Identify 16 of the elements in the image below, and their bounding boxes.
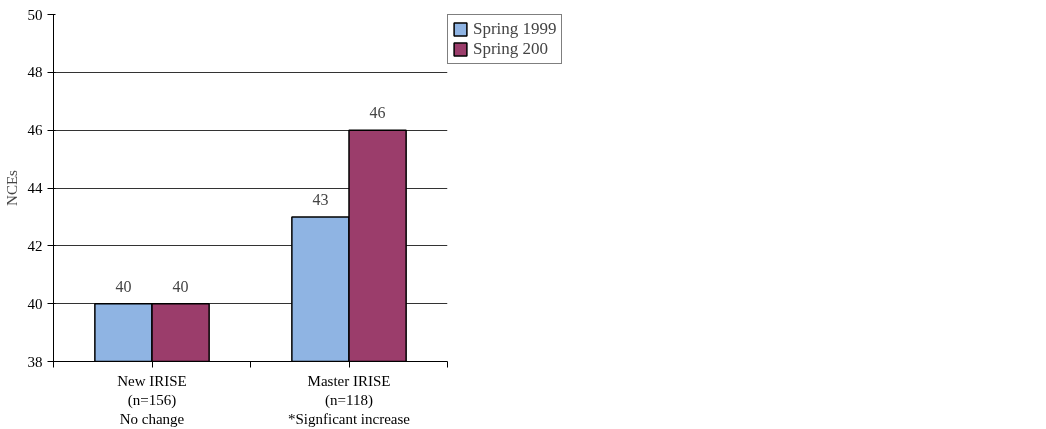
y-tick-label: 40	[27, 295, 43, 312]
y-tick-label: 48	[27, 64, 43, 81]
data-label: 43	[312, 190, 329, 208]
y-tick-label: 38	[27, 353, 43, 370]
y-axis-title: NCEs	[3, 169, 20, 206]
data-label: 40	[115, 277, 132, 295]
x-tick-label: New IRISE (n=156) No change	[117, 372, 187, 427]
legend-label: Spring 200	[473, 39, 549, 59]
data-label: 46	[369, 104, 386, 122]
x-tick-label: Master IRISE (n=118) *Signficant increase	[287, 372, 411, 427]
y-tick-label: 42	[27, 237, 43, 254]
y-tick-label: 46	[27, 122, 43, 139]
y-tick-label: 50	[27, 6, 43, 23]
data-label: 40	[172, 277, 189, 295]
y-tick-label: 44	[27, 180, 43, 196]
legend-label: Spring 1999	[473, 19, 557, 39]
